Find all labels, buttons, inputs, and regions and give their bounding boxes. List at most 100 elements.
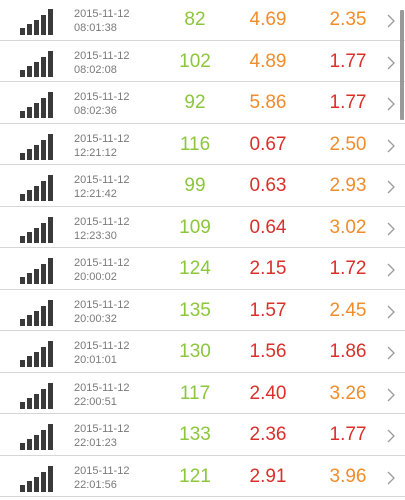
- result-time: 20:00:02: [74, 271, 117, 283]
- result-time: 08:02:36: [74, 105, 117, 117]
- signal-bar: [41, 471, 46, 492]
- signal-strength-icon: [20, 382, 53, 409]
- signal-bar: [41, 139, 46, 160]
- signal-bar: [27, 24, 32, 35]
- signal-bar: [41, 222, 46, 243]
- result-row[interactable]: 2015-11-12 22:01:23 133 2.36 1.77: [0, 414, 405, 456]
- result-row[interactable]: 2015-11-12 08:02:08 102 4.89 1.77: [0, 40, 405, 82]
- result-row[interactable]: 2015-11-12 20:01:01 130 1.56 1.86: [0, 331, 405, 373]
- signal-bar: [20, 318, 25, 326]
- signal-bar: [20, 194, 25, 201]
- signal-bar: [20, 152, 25, 160]
- download-value: 5.86: [249, 92, 287, 113]
- upload-value: 2.45: [329, 299, 367, 321]
- result-row[interactable]: 2015-11-12 22:01:56 121 2.91 3.96: [0, 455, 405, 497]
- download-value: 2.15: [249, 258, 287, 279]
- signal-bar: [34, 476, 39, 492]
- signal-bar: [41, 430, 46, 450]
- chevron-right-icon: [387, 180, 395, 194]
- signal-strength-icon: [20, 50, 53, 77]
- chevron-right-icon: [387, 471, 395, 484]
- result-row[interactable]: 2015-11-12 12:21:42 99 0.63 2.93: [0, 165, 405, 207]
- download-value: 2.40: [249, 382, 287, 404]
- signal-strength-icon: [20, 216, 53, 243]
- signal-bar: [34, 352, 39, 367]
- ping-value: 135: [179, 299, 211, 321]
- result-time: 20:01:01: [74, 354, 117, 366]
- upload-value: 1.77: [329, 50, 367, 72]
- chevron-right-icon: [387, 305, 395, 318]
- signal-bar: [41, 15, 46, 35]
- signal-bar: [34, 393, 39, 409]
- upload-value: 2.93: [329, 175, 367, 196]
- signal-bar: [34, 227, 39, 243]
- result-date: 2015-11-12: [74, 298, 130, 311]
- signal-bar: [48, 50, 53, 77]
- signal-bar: [48, 299, 53, 326]
- signal-strength-icon: [20, 258, 53, 284]
- scrollbar[interactable]: [400, 10, 404, 120]
- result-row[interactable]: 2015-11-12 08:02:36 92 5.86 1.77: [0, 82, 405, 124]
- signal-bar: [48, 216, 53, 243]
- result-row[interactable]: 2015-11-12 08:01:38 82 4.69 2.35: [0, 0, 405, 41]
- signal-bar: [20, 484, 25, 492]
- chevron-right-icon: [387, 346, 395, 360]
- signal-bar: [41, 347, 46, 367]
- result-time: 22:01:56: [74, 478, 117, 491]
- download-value: 2.91: [249, 465, 287, 487]
- result-date: 2015-11-12: [74, 340, 130, 352]
- upload-value: 3.96: [329, 465, 367, 487]
- ping-value: 130: [179, 341, 211, 362]
- chevron-right-icon: [387, 97, 395, 111]
- result-time: 12:21:12: [74, 146, 117, 159]
- signal-strength-icon: [20, 175, 53, 201]
- signal-bar: [48, 175, 53, 201]
- signal-bar: [27, 190, 32, 201]
- result-date: 2015-11-12: [74, 132, 130, 145]
- result-date: 2015-11-12: [74, 257, 130, 269]
- result-row[interactable]: 2015-11-12 22:00:51 117 2.40 3.26: [0, 372, 405, 414]
- signal-strength-icon: [20, 299, 53, 326]
- signal-bar: [41, 388, 46, 409]
- upload-value: 1.72: [329, 258, 367, 279]
- signal-bar: [27, 397, 32, 409]
- result-row[interactable]: 2015-11-12 20:00:32 135 1.57 2.45: [0, 289, 405, 331]
- signal-bar: [20, 111, 25, 118]
- signal-bar: [34, 186, 39, 201]
- ping-value: 102: [179, 50, 211, 72]
- result-date: 2015-11-12: [74, 91, 130, 103]
- result-date: 2015-11-12: [74, 174, 130, 186]
- ping-value: 109: [179, 216, 211, 238]
- result-time: 12:21:42: [74, 188, 117, 200]
- result-time: 08:02:08: [74, 63, 117, 76]
- signal-bar: [41, 181, 46, 201]
- result-time: 20:00:32: [74, 312, 117, 325]
- result-date: 2015-11-12: [74, 381, 130, 394]
- result-date: 2015-11-12: [74, 49, 130, 62]
- result-row[interactable]: 2015-11-12 12:21:12 116 0.67 2.50: [0, 123, 405, 165]
- chevron-right-icon: [387, 56, 395, 69]
- download-value: 0.64: [249, 216, 287, 238]
- download-value: 0.67: [249, 133, 287, 155]
- upload-value: 2.35: [329, 9, 367, 30]
- result-row[interactable]: 2015-11-12 20:00:02 124 2.15 1.72: [0, 248, 405, 290]
- signal-bar: [34, 310, 39, 326]
- signal-bar: [34, 269, 39, 284]
- signal-bar: [48, 258, 53, 284]
- signal-strength-icon: [20, 424, 53, 450]
- signal-bar: [20, 277, 25, 284]
- signal-strength-icon: [20, 133, 53, 160]
- ping-value: 117: [179, 382, 211, 404]
- download-value: 4.89: [249, 50, 287, 72]
- upload-value: 3.26: [329, 382, 367, 404]
- signal-bar: [48, 382, 53, 409]
- ping-value: 116: [179, 133, 211, 155]
- signal-bar: [41, 98, 46, 118]
- download-value: 0.63: [249, 175, 287, 196]
- signal-bar: [48, 424, 53, 450]
- result-time: 22:00:51: [74, 395, 117, 408]
- upload-value: 1.77: [329, 424, 367, 445]
- result-row[interactable]: 2015-11-12 12:23:30 109 0.64 3.02: [0, 206, 405, 248]
- signal-bar: [20, 69, 25, 77]
- signal-bar: [34, 144, 39, 160]
